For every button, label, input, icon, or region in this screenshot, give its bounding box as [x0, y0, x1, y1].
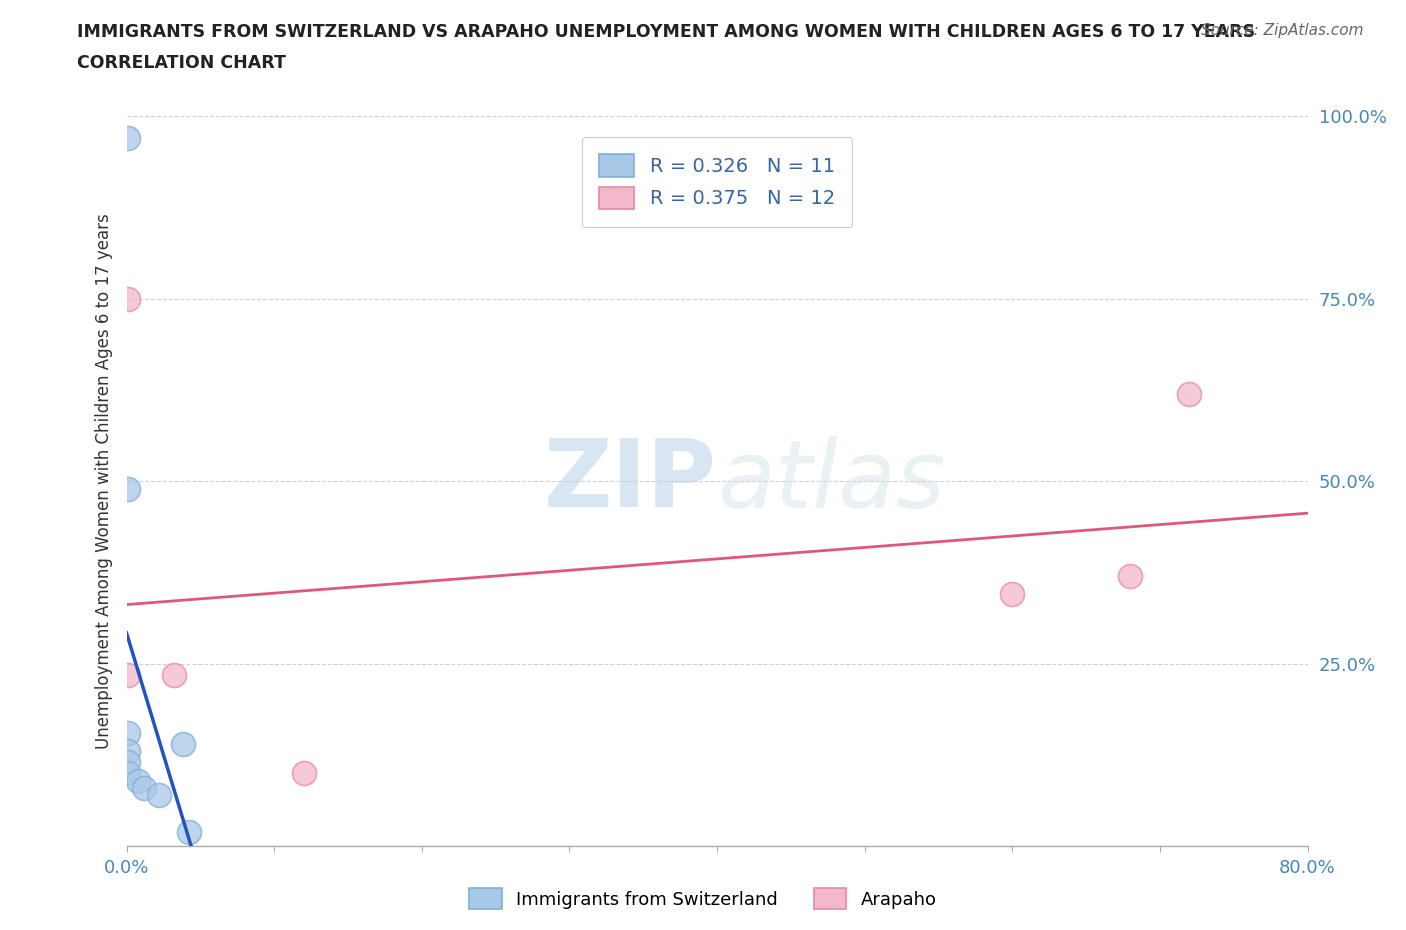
Point [172, 737, 194, 751]
Point [148, 788, 170, 803]
Point [292, 766, 315, 781]
Point [127, 773, 149, 788]
Point [117, 744, 139, 759]
Legend: Immigrants from Switzerland, Arapaho: Immigrants from Switzerland, Arapaho [463, 881, 943, 916]
Point [117, 291, 139, 306]
Text: IMMIGRANTS FROM SWITZERLAND VS ARAPAHO UNEMPLOYMENT AMONG WOMEN WITH CHILDREN AG: IMMIGRANTS FROM SWITZERLAND VS ARAPAHO U… [77, 23, 1256, 41]
Text: ZIP: ZIP [544, 435, 717, 527]
Y-axis label: Unemployment Among Women with Children Ages 6 to 17 years: Unemployment Among Women with Children A… [94, 213, 112, 750]
Point [117, 131, 139, 146]
Point [177, 824, 200, 839]
Point [117, 668, 139, 683]
Point [1119, 569, 1142, 584]
Point [134, 780, 156, 795]
Point [117, 481, 139, 496]
Point [117, 766, 139, 781]
Point [163, 668, 186, 683]
Point [1001, 587, 1024, 602]
Text: Source: ZipAtlas.com: Source: ZipAtlas.com [1201, 23, 1364, 38]
Legend: R = 0.326   N = 11, R = 0.375   N = 12: R = 0.326 N = 11, R = 0.375 N = 12 [582, 137, 852, 227]
Text: atlas: atlas [717, 436, 945, 526]
Point [117, 725, 139, 740]
Point [117, 755, 139, 770]
Point [1178, 386, 1201, 401]
Text: CORRELATION CHART: CORRELATION CHART [77, 54, 287, 72]
